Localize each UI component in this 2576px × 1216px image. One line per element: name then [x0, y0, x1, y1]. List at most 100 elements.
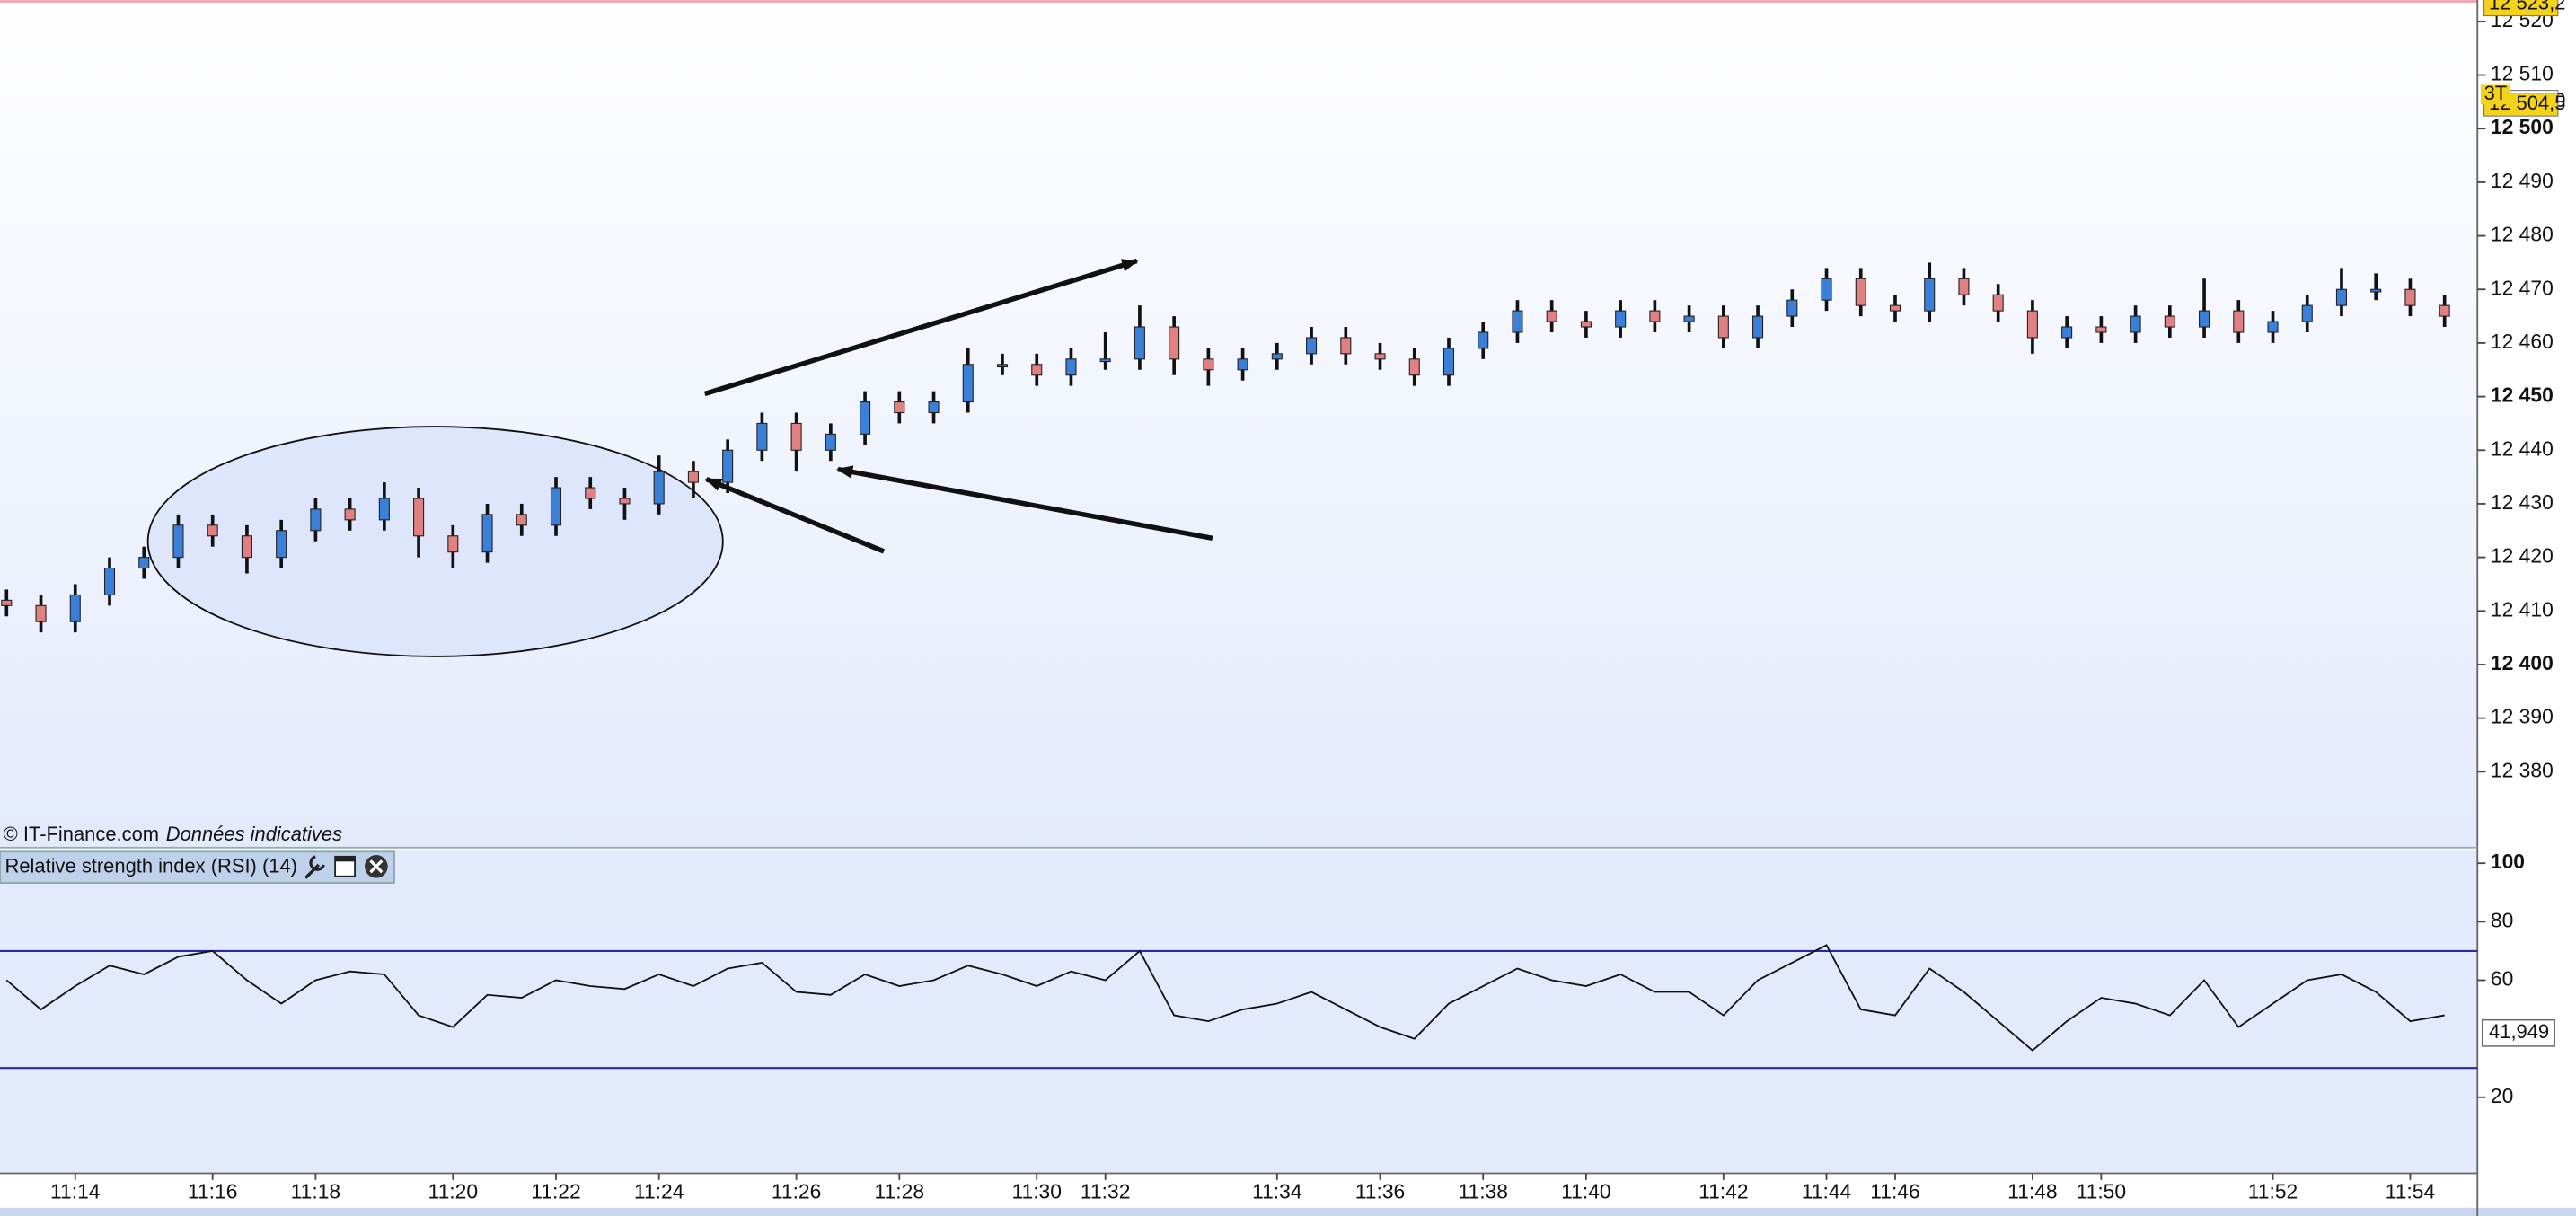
candle-body	[1992, 294, 2004, 312]
annotation-arrow	[703, 258, 1139, 397]
tag-label: 3T	[2484, 82, 2508, 104]
annotation-ellipse	[146, 426, 724, 657]
y-tick-label: 12 410	[2491, 597, 2554, 621]
x-tick-label: 11:52	[2248, 1179, 2298, 1203]
candle-body	[103, 568, 116, 595]
x-tick-label: 11:24	[634, 1179, 684, 1203]
y-tick-label: 12 480	[2491, 223, 2554, 246]
y-tick-label: 12 430	[2491, 490, 2554, 514]
note-text: Données indicatives	[166, 823, 342, 845]
x-tick-label: 11:20	[428, 1179, 479, 1203]
candle-body	[550, 487, 562, 526]
candle-body	[378, 498, 390, 521]
candle-body	[2335, 288, 2348, 306]
candle-body	[1306, 337, 1318, 355]
candle-body	[1271, 353, 1283, 360]
candle-body	[2164, 315, 2175, 328]
price-marker-label: 12 523,2	[2489, 0, 2565, 14]
y-tick-label: 12 510	[2491, 62, 2554, 85]
candle-body	[928, 401, 940, 414]
candle-body	[1546, 310, 1557, 322]
y-tick-label: 80	[2491, 908, 2513, 931]
x-tick-label: 11:28	[875, 1179, 925, 1203]
candle-body	[1580, 321, 1592, 328]
candle-body	[619, 498, 631, 505]
candle-body	[344, 508, 356, 521]
candle-body	[1031, 364, 1043, 376]
candle-body	[962, 364, 974, 403]
candle-body	[2233, 310, 2245, 333]
candle-body	[1169, 326, 1180, 360]
candle-body	[1649, 310, 1661, 322]
bottom-bar	[0, 1207, 2576, 1216]
tag-box	[2480, 84, 2510, 105]
y-tick-label: 12 450	[2491, 383, 2554, 407]
candle-body	[756, 422, 768, 451]
y-tick-label: 12 420	[2491, 544, 2554, 568]
candle-body	[447, 535, 459, 553]
x-tick-label: 11:22	[531, 1179, 581, 1203]
source-text: © IT-Finance.com	[4, 823, 159, 845]
candle-body	[1, 599, 13, 606]
candle-body	[1958, 278, 1970, 295]
candle-body	[2061, 326, 2073, 339]
candle-body	[172, 524, 184, 559]
candle-body	[138, 557, 150, 569]
candle-body	[1478, 331, 1489, 349]
x-tick-label: 11:50	[2077, 1179, 2127, 1203]
candle-body	[687, 471, 699, 483]
x-tick-label: 11:38	[1458, 1179, 1508, 1203]
candle-body	[1683, 315, 1695, 322]
y-tick-label: 12 440	[2491, 436, 2554, 460]
candle-body	[241, 535, 252, 559]
candle-body	[516, 514, 527, 526]
indicator-title: Relative strength index (RSI) (14)	[4, 855, 296, 877]
candle-body	[2130, 315, 2141, 333]
close-icon[interactable]	[365, 855, 388, 878]
candle-body	[1442, 348, 1455, 376]
candle-body	[1615, 310, 1627, 328]
candle-body	[1924, 278, 1936, 312]
candle-body	[276, 530, 287, 559]
candle-body	[585, 487, 596, 499]
candle-body	[2439, 304, 2450, 317]
candle-body	[2095, 326, 2107, 333]
candle-body	[825, 433, 836, 451]
window-icon[interactable]	[334, 855, 356, 877]
candle-body	[1134, 326, 1145, 360]
candle-body	[894, 401, 905, 414]
candle-body	[2199, 310, 2210, 328]
candle-body	[1408, 358, 1420, 376]
candle-body	[2404, 288, 2416, 306]
candle-body	[69, 594, 81, 622]
candle-body	[35, 604, 47, 622]
x-tick-label: 11:54	[2386, 1179, 2436, 1203]
candle-body	[1752, 315, 1764, 339]
candle-body	[996, 364, 1009, 368]
candle-body	[1855, 278, 1866, 306]
candles	[1, 262, 2450, 633]
x-tick-label: 11:46	[1870, 1179, 1920, 1203]
x-tick-label: 11:40	[1561, 1179, 1611, 1203]
rsi-last-label: 41,949	[2489, 1020, 2549, 1043]
candle-body	[1821, 278, 1832, 301]
candle-body	[1237, 358, 1248, 371]
candle-body	[2267, 321, 2279, 333]
price-panel	[0, 0, 2478, 847]
settings-icon[interactable]	[304, 855, 325, 879]
candle-body	[1203, 358, 1214, 371]
indicator-header	[0, 850, 395, 884]
x-tick-label: 11:26	[772, 1179, 822, 1203]
candle-body	[860, 401, 871, 435]
candle-body	[1340, 337, 1352, 355]
y-tick-label: 12 500	[2491, 115, 2554, 138]
candle-body	[2301, 304, 2313, 322]
price-marker-box	[2483, 0, 2559, 17]
x-tick-label: 11:18	[291, 1179, 341, 1203]
right-axis	[2477, 0, 2576, 1216]
candle-body	[1889, 304, 1901, 312]
y-tick-label: 12 460	[2491, 330, 2554, 353]
x-tick-label: 11:32	[1081, 1179, 1131, 1203]
y-tick-label: 20	[2491, 1084, 2513, 1107]
